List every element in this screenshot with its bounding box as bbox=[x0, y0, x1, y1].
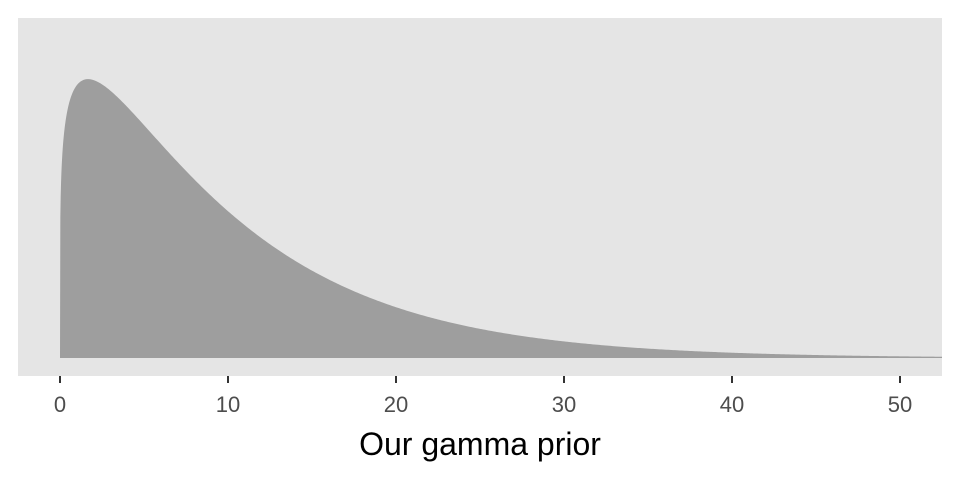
x-tick-label: 50 bbox=[888, 392, 912, 417]
x-tick-label: 20 bbox=[384, 392, 408, 417]
x-tick-label: 30 bbox=[552, 392, 576, 417]
x-tick-label: 40 bbox=[720, 392, 744, 417]
x-axis-title: Our gamma prior bbox=[359, 426, 601, 462]
x-axis: 0 10 20 30 40 50 bbox=[54, 376, 912, 417]
density-area bbox=[60, 79, 942, 358]
x-tick-label: 10 bbox=[216, 392, 240, 417]
x-tick-label: 0 bbox=[54, 392, 66, 417]
